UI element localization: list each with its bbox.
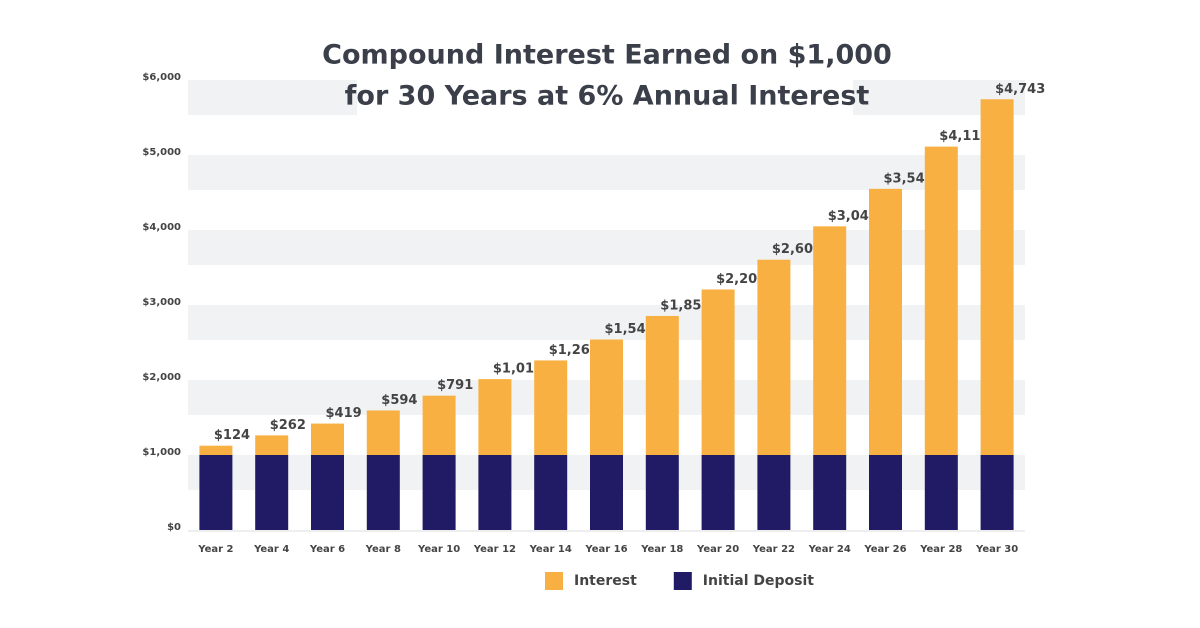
x-tick-label: Year 16 — [584, 544, 627, 555]
bar-segment — [478, 455, 512, 530]
x-tick-label: Year 4 — [253, 544, 289, 555]
bar-segment — [199, 445, 233, 455]
value-label: $2,604 — [772, 242, 822, 257]
y-tick-label: $0 — [167, 522, 181, 533]
x-tick-label: Year 20 — [696, 544, 739, 555]
value-label: $1,854 — [660, 298, 710, 313]
value-label: $3,549 — [884, 171, 934, 186]
x-tick-label: Year 18 — [640, 544, 683, 555]
x-tick-label: Year 22 — [752, 544, 795, 555]
x-tick-label: Year 8 — [365, 544, 401, 555]
value-label: $419 — [326, 406, 362, 421]
x-tick-label: Year 10 — [417, 544, 460, 555]
chart-title: for 30 Years at 6% Annual Interest — [345, 81, 870, 112]
y-tick-label: $6,000 — [142, 72, 181, 83]
bar-segment — [366, 410, 400, 455]
legend-label: Interest — [574, 573, 637, 589]
value-label: $3,049 — [828, 209, 878, 224]
legend-swatch — [673, 572, 692, 590]
x-tick-label: Year 14 — [529, 544, 572, 555]
value-label: $594 — [381, 393, 417, 408]
bar-segment — [199, 455, 233, 530]
chart-title: Compound Interest Earned on $1,000 — [322, 40, 892, 71]
x-tick-label: Year 2 — [197, 544, 233, 555]
bar-segment — [924, 146, 958, 455]
x-tick-label: Year 6 — [309, 544, 345, 555]
bar-segment — [311, 423, 344, 455]
bar-segment — [255, 455, 289, 530]
value-label: $2,207 — [716, 272, 766, 287]
bar-segment — [980, 455, 1014, 530]
x-tick-label: Year 12 — [473, 544, 516, 555]
x-tick-label: Year 28 — [919, 544, 962, 555]
value-label: $4,743 — [995, 82, 1045, 97]
x-tick-label: Year 30 — [975, 544, 1018, 555]
legend-label: Initial Deposit — [703, 573, 814, 589]
bar-segment — [311, 455, 344, 530]
bar-segment — [980, 99, 1014, 456]
bar-segment — [701, 455, 735, 530]
value-label: $1,012 — [493, 362, 543, 377]
y-tick-label: $5,000 — [142, 147, 181, 158]
bar-segment — [590, 455, 623, 530]
bar-segment — [422, 455, 456, 530]
bar-segment — [757, 259, 791, 455]
bar-segment — [478, 379, 512, 455]
value-label: $791 — [437, 378, 473, 393]
bar-segment — [645, 455, 679, 530]
bar-segment — [924, 455, 958, 530]
x-tick-label: Year 26 — [863, 544, 906, 555]
grid-band — [188, 155, 1025, 190]
bar-segment — [534, 455, 568, 530]
value-label: $124 — [214, 428, 250, 443]
bar-segment — [813, 455, 847, 530]
x-tick-label: Year 24 — [808, 544, 851, 555]
bar-segment — [590, 339, 623, 455]
bar-segment — [534, 360, 568, 455]
bar-segment — [869, 455, 902, 530]
bar-segment — [813, 226, 847, 455]
bar-segment — [366, 455, 400, 530]
y-tick-label: $2,000 — [142, 372, 181, 383]
y-tick-label: $3,000 — [142, 297, 181, 308]
title-backdrop — [357, 68, 853, 116]
value-label: $4,112 — [939, 129, 989, 144]
bar-segment — [255, 435, 289, 455]
legend-swatch — [545, 572, 563, 590]
bar-segment — [422, 395, 456, 455]
bar-segment — [757, 455, 791, 530]
bar-segment — [645, 315, 679, 455]
y-tick-label: $1,000 — [142, 447, 181, 458]
value-label: $1,540 — [605, 322, 655, 337]
value-label: $1,261 — [549, 343, 599, 358]
y-tick-label: $4,000 — [142, 222, 181, 233]
bar-segment — [869, 188, 902, 455]
value-label: $262 — [270, 418, 306, 433]
bar-segment — [701, 289, 735, 455]
